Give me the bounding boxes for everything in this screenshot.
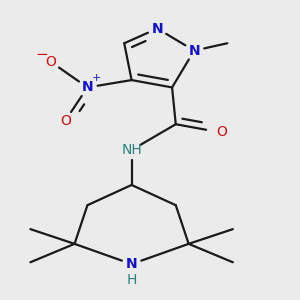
Text: −: − — [35, 47, 48, 62]
Text: N: N — [152, 22, 163, 35]
Text: O: O — [216, 124, 227, 139]
Text: H: H — [126, 273, 137, 287]
Text: N: N — [126, 257, 137, 271]
Text: N: N — [82, 80, 93, 94]
Text: O: O — [45, 55, 56, 69]
Text: O: O — [60, 114, 71, 128]
Text: NH: NH — [121, 143, 142, 157]
Text: N: N — [188, 44, 200, 58]
Text: +: + — [92, 73, 101, 83]
